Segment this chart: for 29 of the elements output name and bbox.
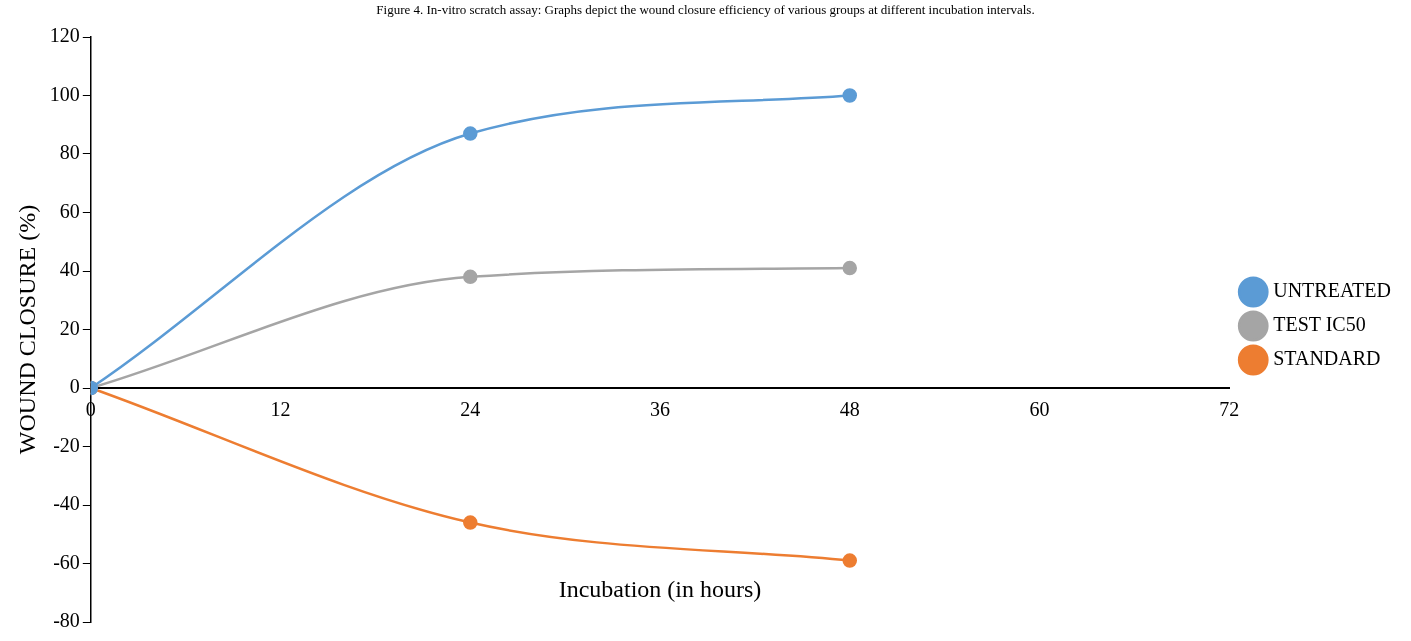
y-tick-label: -60 [53, 550, 80, 573]
y-tick-label: -40 [53, 492, 80, 515]
y-tick-label: 100 [49, 82, 80, 105]
y-axis-title: WOUND CLOSURE (%) [13, 204, 40, 455]
y-tick-label: 60 [59, 199, 80, 222]
point [463, 269, 478, 285]
point [842, 553, 858, 568]
y-tick-label: -80 [53, 609, 80, 632]
x-tick-label: 72 [1219, 398, 1240, 421]
point [842, 260, 858, 276]
x-axis-title: Incubation (in hours) [558, 575, 762, 602]
legend-label: UNTREATED [1273, 279, 1391, 302]
x-tick-label: 60 [1029, 398, 1050, 421]
y-tick-label: 0 [69, 375, 80, 398]
y-tick-label: 40 [59, 258, 80, 281]
legend-label: TEST IC50 [1273, 313, 1366, 336]
legend-label: STANDARD [1273, 347, 1381, 370]
x-tick-label: 24 [460, 398, 481, 421]
point [463, 126, 478, 141]
point [463, 515, 478, 530]
point [842, 88, 858, 103]
y-tick-label: 80 [59, 141, 80, 164]
x-tick-label: 48 [839, 398, 860, 421]
y-tick-label: 20 [59, 316, 80, 339]
y-tick-label: -20 [53, 433, 80, 456]
y-tick-label: 120 [49, 24, 80, 47]
chart-title: Figure 4. In-vitro scratch assay: Graphs depict the wound closure efficiency of various groups at different incubation intervals. [375, 2, 1036, 18]
x-tick-label: 12 [270, 398, 291, 421]
x-tick-label: 36 [650, 398, 671, 421]
